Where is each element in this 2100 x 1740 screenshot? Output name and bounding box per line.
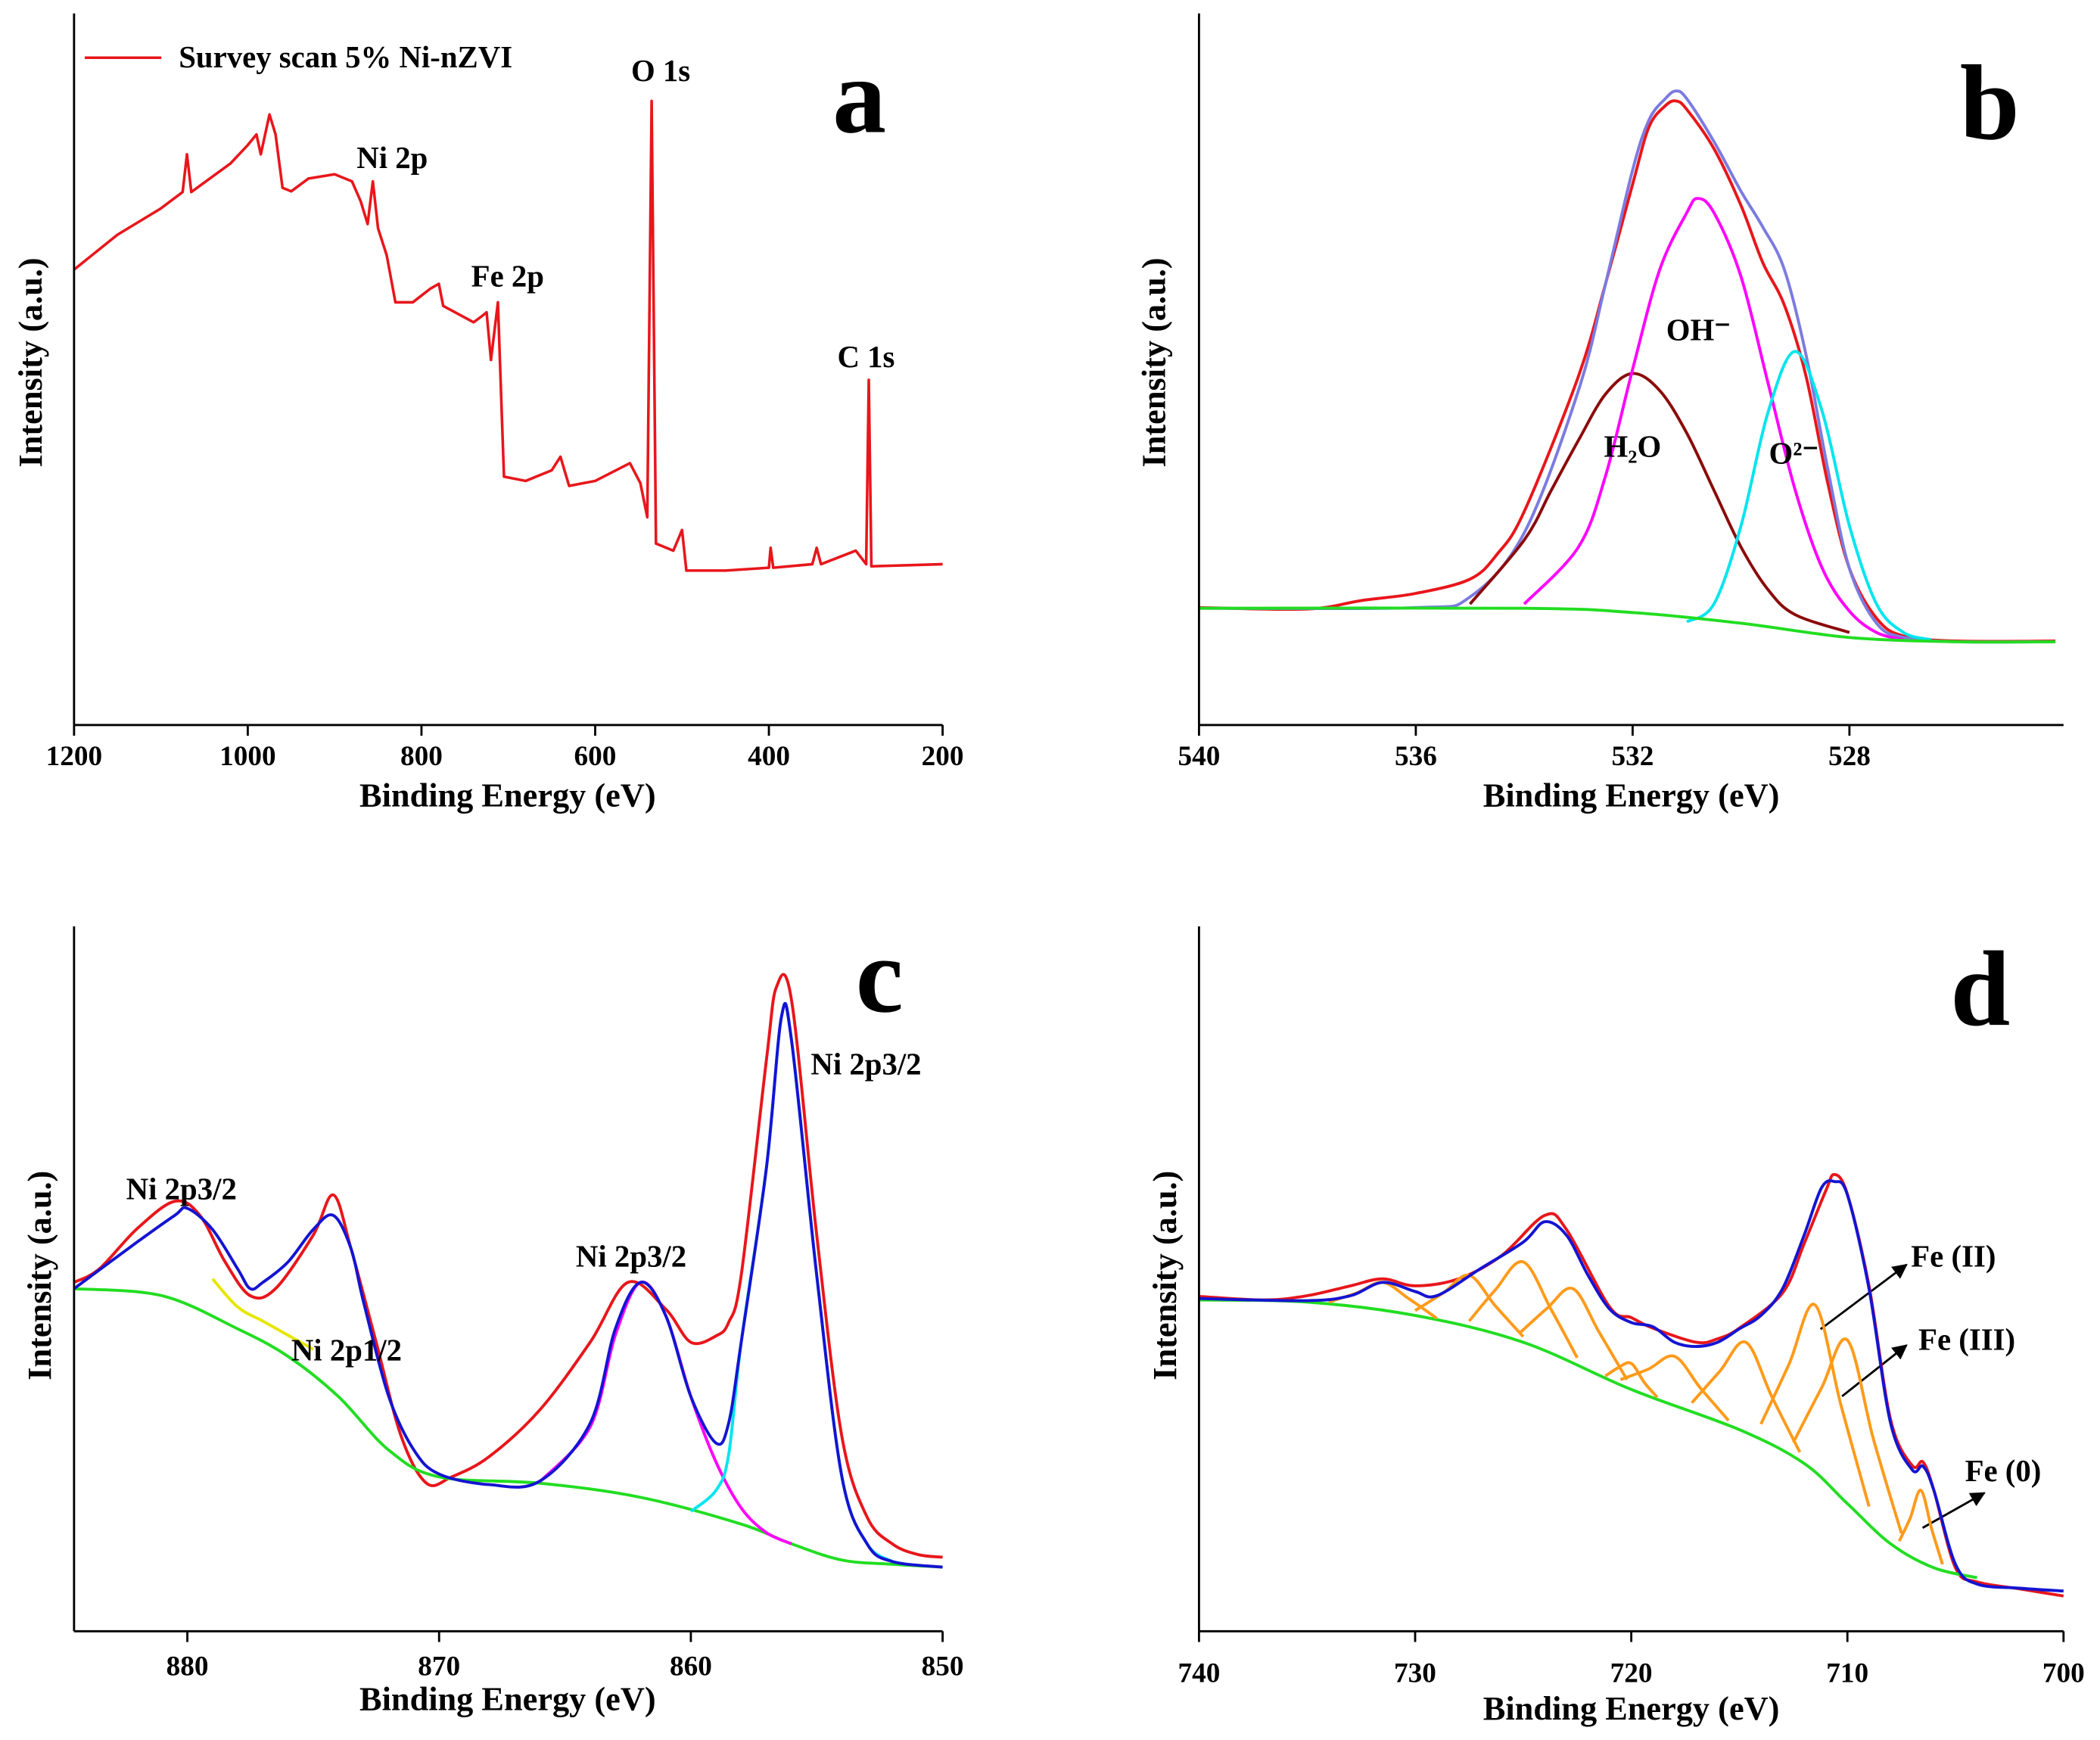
x-tick-label: 710 [1826,1658,1868,1689]
x-tick-label: 740 [1178,1658,1220,1689]
x-tick-label: 850 [922,1651,964,1682]
y-axis-label: Intensity (a.u.) [1146,1171,1184,1380]
x-axis-label: Binding Energy (eV) [359,777,656,814]
x-tick-label: 600 [574,741,617,772]
data-line [1199,99,2056,643]
data-line [1523,197,1905,641]
peak-annotation: Ni 2p1/2 [291,1333,402,1367]
peak-annotation: Fe 2p [471,259,544,293]
y-axis-label: Intensity (a.u.) [20,1171,58,1380]
peak-annotation: H₂O [1604,430,1662,464]
data-line [73,1001,943,1569]
x-axis-label: Binding Energy (eV) [1483,1689,1780,1727]
panel-label: d [1950,929,2010,1048]
peak-annotation: Fe (II) [1911,1239,1996,1273]
peak-annotation: Ni 2p3/2 [126,1172,237,1206]
x-tick-label: 870 [418,1651,460,1682]
y-axis-label: Intensity (a.u.) [11,257,49,467]
x-tick-label: 800 [400,741,443,772]
data-line [538,1280,792,1545]
x-tick-label: 536 [1395,741,1437,772]
x-tick-label: 528 [1828,741,1871,772]
x-tick-label: 1200 [46,741,103,772]
peak-annotation: Fe (0) [1965,1454,2042,1488]
x-tick-label: 200 [922,741,964,772]
legend-label: Survey scan 5% Ni-nZVI [179,40,512,74]
data-line [1199,89,2056,644]
data-line [73,1287,943,1569]
arrows [1819,1263,1986,1529]
x-tick-label: 1000 [219,741,276,772]
data-line [1199,606,2056,644]
peak-annotation: OH⁻ [1666,313,1731,347]
x-tick-label: 730 [1394,1658,1436,1689]
arrow [1819,1263,1908,1331]
data-line [73,973,943,1559]
peak-annotation: Ni 2p3/2 [810,1047,921,1082]
peak-annotation: Fe (III) [1918,1322,2015,1356]
data-line [1199,1179,2064,1593]
x-tick-label: 720 [1610,1658,1653,1689]
x-tick-label: 532 [1611,741,1654,772]
y-axis-label: Intensity (a.u.) [1135,257,1173,467]
x-tick-label: 540 [1178,741,1220,772]
x-tick-label: 700 [2042,1658,2085,1689]
data-line [1469,372,1850,634]
x-tick-label: 880 [166,1651,209,1682]
arrow [1841,1344,1908,1397]
data-line [689,1001,894,1563]
data-line [211,1278,314,1351]
peak-annotation: Ni 2p [356,141,428,175]
panel-label: b [1960,43,2020,162]
panel-label: c [856,916,904,1035]
data-line [1685,350,1931,642]
peak-annotation: Ni 2p3/2 [576,1239,686,1273]
data-line [1199,1298,1978,1580]
peak-annotation: O²⁻ [1769,436,1818,470]
x-tick-label: 400 [748,741,790,772]
data-line [73,99,943,572]
panel-label: a [832,36,886,155]
arrow [1921,1492,1986,1529]
peak-annotation: O 1s [631,54,690,88]
x-axis-label: Binding Energy (eV) [359,1680,656,1718]
peak-annotation: C 1s [838,340,895,374]
x-tick-label: 860 [670,1651,712,1682]
x-axis-label: Binding Energy (eV) [1483,777,1780,814]
